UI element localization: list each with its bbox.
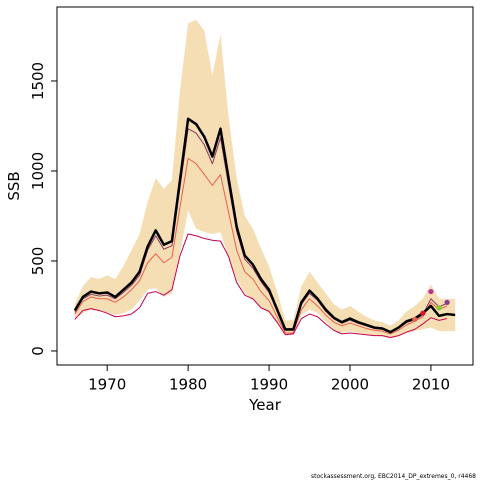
y-tick-label: 1500: [29, 62, 47, 100]
point: [436, 305, 442, 311]
confidence-band: [74, 19, 456, 339]
point: [444, 299, 450, 305]
x-tick-label: 1970: [88, 376, 126, 394]
x-tick-label: 1980: [169, 376, 207, 394]
series-line: [73, 117, 456, 334]
y-tick-label: 1000: [29, 152, 47, 190]
x-tick-label: 1990: [250, 376, 288, 394]
y-tick-label: 0: [29, 346, 47, 356]
footnote: stockassessment.org, EBC2014_DP_extremes…: [311, 473, 476, 480]
series-line: [74, 233, 448, 338]
point: [420, 310, 426, 316]
x-tick-label: 2010: [412, 376, 450, 394]
plot-frame: [56, 6, 474, 366]
y-axis-label: SSB: [5, 171, 23, 200]
point: [428, 288, 434, 295]
x-axis-label: Year: [248, 396, 282, 414]
x-tick-label: 2000: [331, 376, 369, 394]
point: [412, 316, 418, 323]
series-line: [74, 157, 448, 335]
y-tick-label: 500: [29, 247, 47, 276]
